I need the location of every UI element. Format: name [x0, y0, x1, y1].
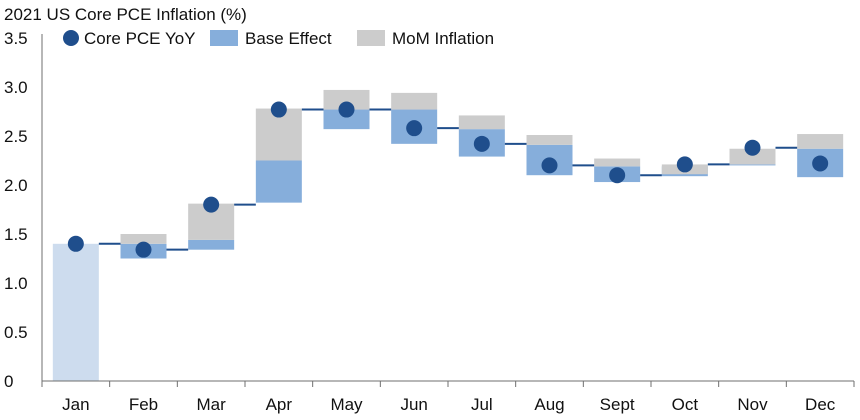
legend-swatch-mom — [357, 30, 385, 46]
yoy-dot — [135, 241, 152, 258]
yoy-dot — [676, 156, 693, 173]
yoy-dot — [473, 135, 490, 152]
bar-mom-inflation — [729, 148, 776, 165]
bar-base-effect — [729, 164, 776, 166]
legend-dot-icon — [63, 30, 79, 46]
chart-title: 2021 US Core PCE Inflation (%) — [4, 5, 247, 24]
x-tick-label: Sept — [600, 395, 635, 414]
y-tick-label: 1.0 — [4, 274, 28, 293]
bar-mom-inflation — [458, 115, 505, 130]
yoy-dot — [541, 157, 558, 174]
axes — [41, 34, 855, 387]
bar-mom-inflation — [526, 135, 573, 145]
yoy-dot — [609, 167, 626, 184]
y-tick-label: 1.5 — [4, 225, 28, 244]
x-tick-label: Feb — [129, 395, 158, 414]
bar-base-effect — [255, 160, 302, 203]
y-tick-label: 3.0 — [4, 78, 28, 97]
yoy-dot — [338, 101, 355, 118]
y-tick-label: 0 — [4, 372, 13, 391]
x-tick-label: Jun — [400, 395, 427, 414]
legend-label-yoy: Core PCE YoY — [84, 29, 196, 48]
dots-layer — [67, 101, 829, 258]
connector-layer — [98, 108, 798, 251]
bar-start — [52, 243, 99, 381]
yoy-dot — [203, 196, 220, 213]
x-tick-label: Dec — [805, 395, 836, 414]
x-axis-ticks: Jan Feb Mar Apr May Jun Jul Aug Sept Oct Nov Dec — [62, 395, 836, 414]
legend: Core PCE YoY Base Effect MoM Inflation — [63, 29, 494, 48]
x-tick-label: Jan — [62, 395, 89, 414]
x-tick-label: Jul — [471, 395, 493, 414]
legend-label-base-effect: Base Effect — [245, 29, 332, 48]
y-tick-label: 3.5 — [4, 29, 28, 48]
y-axis-ticks: 0 0.5 1.0 1.5 2.0 2.5 3.0 3.5 — [4, 29, 28, 391]
x-tick-label: May — [330, 395, 363, 414]
yoy-dot — [67, 235, 84, 252]
legend-label-mom: MoM Inflation — [392, 29, 494, 48]
bar-mom-inflation — [120, 234, 167, 244]
bar-mom-inflation — [391, 92, 438, 110]
y-tick-label: 0.5 — [4, 323, 28, 342]
x-tick-label: Nov — [737, 395, 768, 414]
x-tick-label: Aug — [534, 395, 564, 414]
y-tick-label: 2.0 — [4, 176, 28, 195]
x-tick-label: Apr — [266, 395, 293, 414]
bar-mom-inflation — [323, 89, 370, 110]
legend-swatch-base-effect — [210, 30, 238, 46]
bar-base-effect — [188, 239, 235, 250]
y-tick-label: 2.5 — [4, 127, 28, 146]
yoy-dot — [744, 139, 761, 156]
yoy-dot — [812, 155, 829, 172]
bars-layer — [52, 89, 844, 381]
bar-mom-inflation — [797, 134, 844, 149]
x-tick-label: Oct — [672, 395, 699, 414]
x-tick-label: Mar — [197, 395, 227, 414]
yoy-dot — [406, 120, 423, 137]
yoy-dot — [270, 101, 287, 118]
bar-base-effect — [323, 109, 370, 130]
bar-mom-inflation — [594, 158, 641, 167]
